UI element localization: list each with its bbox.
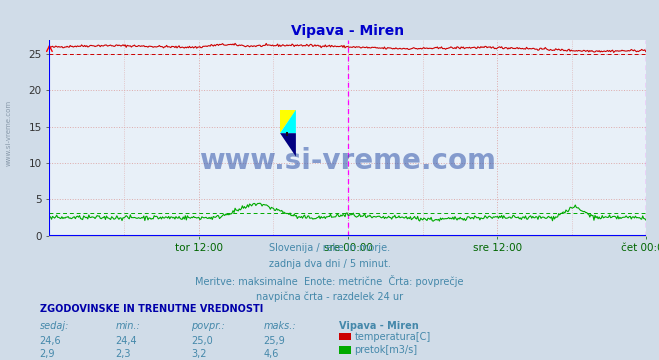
Text: 25,0: 25,0 <box>191 336 213 346</box>
Text: www.si-vreme.com: www.si-vreme.com <box>199 147 496 175</box>
Polygon shape <box>280 110 296 133</box>
Text: 4,6: 4,6 <box>264 349 279 359</box>
Text: 3,2: 3,2 <box>191 349 207 359</box>
Text: 2,9: 2,9 <box>40 349 55 359</box>
Text: 24,6: 24,6 <box>40 336 61 346</box>
Text: ZGODOVINSKE IN TRENUTNE VREDNOSTI: ZGODOVINSKE IN TRENUTNE VREDNOSTI <box>40 304 263 314</box>
Bar <box>286 132 288 136</box>
Text: maks.:: maks.: <box>264 321 297 331</box>
Text: 25,9: 25,9 <box>264 336 285 346</box>
Text: Vipava - Miren: Vipava - Miren <box>339 321 419 331</box>
Text: pretok[m3/s]: pretok[m3/s] <box>355 345 418 355</box>
Text: povpr.:: povpr.: <box>191 321 225 331</box>
Text: min.:: min.: <box>115 321 140 331</box>
Text: 2,3: 2,3 <box>115 349 131 359</box>
Title: Vipava - Miren: Vipava - Miren <box>291 24 404 39</box>
Text: temperatura[C]: temperatura[C] <box>355 332 431 342</box>
Text: www.si-vreme.com: www.si-vreme.com <box>5 100 11 166</box>
Text: zadnja dva dni / 5 minut.: zadnja dva dni / 5 minut. <box>269 259 390 269</box>
Text: navpična črta - razdelek 24 ur: navpična črta - razdelek 24 ur <box>256 292 403 302</box>
Text: Meritve: maksimalne  Enote: metrične  Črta: povprečje: Meritve: maksimalne Enote: metrične Črta… <box>195 275 464 287</box>
Text: Slovenija / reke in morje.: Slovenija / reke in morje. <box>269 243 390 253</box>
Polygon shape <box>280 110 296 133</box>
Polygon shape <box>280 133 296 157</box>
Text: 24,4: 24,4 <box>115 336 137 346</box>
Text: sedaj:: sedaj: <box>40 321 69 331</box>
